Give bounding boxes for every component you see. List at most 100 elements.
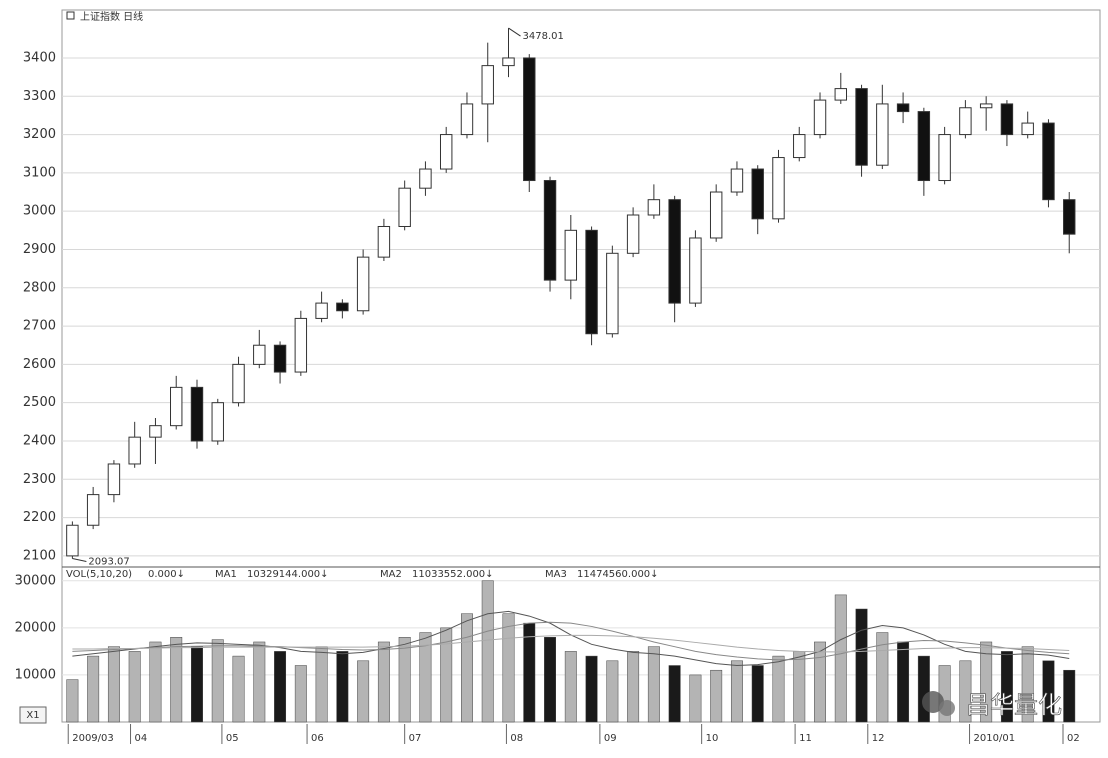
candle: [647, 184, 661, 219]
candle: [689, 230, 702, 307]
candle-body: [377, 225, 391, 258]
volume-bar: [606, 660, 619, 723]
candle: [1042, 119, 1055, 208]
volume-bar: [876, 632, 889, 723]
candle-body: [1042, 122, 1055, 201]
legend-value: 10329144.000↓: [247, 569, 329, 580]
volume-bar: [107, 646, 120, 723]
candle-body: [419, 168, 432, 189]
candle: [896, 92, 910, 124]
volume-bar: [87, 655, 100, 723]
candle: [813, 92, 827, 139]
candle-body: [170, 386, 183, 427]
zoom-button[interactable]: [19, 706, 47, 724]
candle-body: [86, 494, 100, 526]
x-tick-label: 12: [872, 733, 885, 744]
watermark-icon: [922, 691, 944, 713]
legend-label: MA1: [215, 569, 237, 580]
candle: [398, 180, 411, 231]
candle-body: [523, 57, 536, 182]
candle: [86, 486, 100, 530]
x-tick-label: 04: [135, 733, 148, 744]
x-tick-label: 09: [604, 733, 617, 744]
candle: [294, 310, 308, 376]
annotation: 3478.01: [523, 31, 564, 42]
y-tick-label: 2900: [23, 242, 56, 257]
y-tick-label: 2500: [23, 395, 56, 410]
candle-body: [398, 187, 411, 227]
candle-body: [959, 107, 972, 136]
candle: [585, 226, 598, 346]
y-tick-label: 2200: [23, 510, 56, 525]
frame: [61, 9, 1101, 723]
volume-bar: [274, 651, 287, 723]
volume-bar: [834, 594, 847, 723]
candle: [959, 100, 972, 139]
x-tick-label: 08: [510, 733, 523, 744]
legend-label: MA3: [545, 569, 567, 580]
candle-body: [709, 191, 723, 239]
x-tick-label: 2009/03: [72, 733, 114, 744]
candle: [460, 92, 474, 139]
candle-body: [793, 134, 806, 159]
x-tick-label: 11: [799, 733, 812, 744]
candle: [834, 72, 847, 104]
watermark-text: 昌华量化: [966, 691, 1062, 719]
candle-body: [253, 344, 266, 365]
volume-bar: [294, 665, 307, 723]
candle-body: [460, 103, 474, 136]
candle-body: [606, 252, 619, 335]
candle: [1063, 192, 1076, 254]
volume-bar: [1000, 651, 1013, 723]
volume-bar: [793, 651, 806, 723]
zoom-control[interactable]: X1: [19, 706, 47, 724]
candle-body: [481, 65, 494, 105]
volume-bar: [689, 674, 702, 723]
candle: [232, 356, 245, 407]
candle-body: [502, 57, 515, 67]
chart-title: 上证指数 日线: [80, 10, 143, 23]
candle: [107, 460, 121, 503]
candle: [211, 398, 224, 445]
volume-bar: [1021, 646, 1034, 723]
candle-body: [917, 111, 931, 182]
candle: [730, 161, 744, 196]
volume-bar: [481, 580, 494, 723]
volume-bar: [211, 639, 224, 723]
candle-body: [876, 103, 889, 166]
candle: [356, 249, 370, 315]
volume-bar: [668, 665, 681, 723]
candle-body: [1021, 122, 1034, 136]
candle: [273, 341, 287, 384]
candle: [128, 421, 141, 468]
volume-bar: [585, 655, 598, 723]
y-tick-label: 3300: [23, 89, 56, 104]
candle-body: [564, 229, 578, 281]
candle: [170, 375, 183, 430]
y-tick-label: 2400: [23, 433, 56, 448]
candle: [502, 28, 515, 78]
zoom-button-label[interactable]: X1: [26, 710, 39, 721]
candle: [419, 161, 432, 196]
volume-bar: [253, 641, 266, 723]
candle: [377, 218, 391, 261]
volume-bar: [336, 651, 349, 723]
candle: [543, 176, 557, 292]
candle: [606, 245, 619, 338]
y-tick-label: 2700: [23, 319, 56, 334]
volume-bar: [814, 641, 826, 723]
y-tick-label: 30000: [15, 573, 56, 588]
candle-body: [585, 229, 598, 335]
candle: [668, 195, 681, 323]
candle: [979, 96, 993, 131]
candle-body: [356, 256, 370, 312]
candle-body: [896, 103, 910, 113]
volume-bar: [502, 613, 515, 723]
candle-body: [626, 214, 640, 254]
volume-bar: [917, 655, 930, 723]
candle-body: [128, 436, 141, 465]
volume-bar: [398, 637, 411, 723]
volume-bar: [544, 637, 557, 723]
annotation: 2093.07: [88, 557, 129, 568]
